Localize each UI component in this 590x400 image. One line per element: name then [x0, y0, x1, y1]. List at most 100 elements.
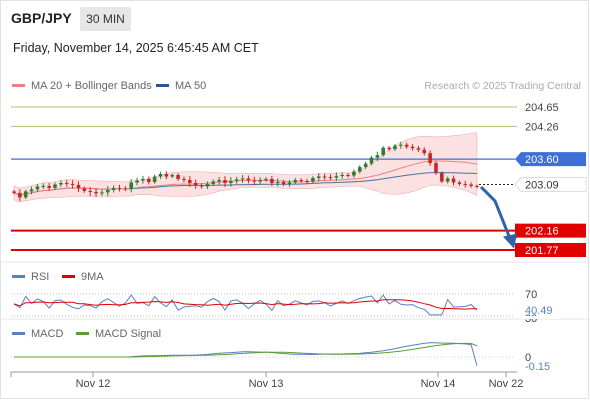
x-tick-label: Nov 13 [249, 378, 284, 390]
rsi-ma-swatch [62, 274, 75, 278]
candle-body [451, 178, 456, 183]
candle-body [457, 182, 462, 184]
candle-body [223, 179, 227, 183]
candle-body [422, 149, 427, 154]
legend-rsi-ma-label: 9MA [81, 271, 104, 283]
candle-body [311, 178, 315, 182]
level-203-60-tag [515, 152, 586, 167]
candle-body [357, 167, 362, 172]
ma20-swatch [12, 83, 25, 87]
legend-macd-signal-label: MACD Signal [95, 328, 162, 340]
candle-body [234, 179, 239, 181]
candle-body [410, 146, 415, 149]
candle-body [135, 180, 139, 183]
candle-body [100, 192, 104, 194]
legend-ma20-bb: MA 20 + Bollinger Bands [12, 80, 152, 92]
candle-body [299, 179, 303, 181]
level-201-77-tag [515, 243, 586, 257]
x-tick-label: Nov 22 [489, 378, 524, 390]
candle-body [41, 185, 46, 187]
candle-body [188, 179, 192, 183]
macd-swatch [12, 331, 25, 335]
candle-body [434, 163, 438, 174]
candle-body [146, 178, 151, 182]
rsi-ma-line [13, 299, 478, 310]
candle-body [129, 182, 134, 189]
legend-macd: MACD [12, 328, 63, 340]
macd-line [14, 342, 478, 367]
candle-body [428, 153, 432, 164]
legend-macd-signal: MACD Signal [76, 328, 161, 340]
bollinger-band [13, 132, 478, 203]
candle-body [258, 179, 262, 182]
legend-rsi: RSI [12, 271, 49, 283]
candle-body [12, 191, 16, 193]
candle-body [111, 187, 116, 190]
candle-body [346, 175, 350, 177]
candle-body [105, 189, 110, 193]
symbol-label[interactable]: GBP/JPY [11, 10, 72, 26]
legend-ma50: MA 50 [156, 80, 206, 92]
candle-body [59, 182, 63, 185]
timeframe-button[interactable]: 30 MIN [80, 7, 131, 31]
candle-body [182, 178, 186, 180]
candle-body [352, 171, 356, 176]
candle-body [387, 147, 391, 150]
candle-body [340, 175, 345, 177]
candle-body [363, 163, 368, 168]
candle-body [205, 183, 210, 187]
candle-body [293, 179, 298, 183]
candle-body [158, 174, 163, 177]
ma50-swatch [156, 83, 169, 87]
candle-body [170, 175, 175, 177]
legend-rsi-label: RSI [31, 271, 50, 283]
rsi-swatch [12, 274, 25, 278]
level-203-09-label: 203.09 [525, 179, 559, 191]
candle-body [76, 184, 81, 189]
macd-zero-label: 0 [525, 352, 531, 364]
legend-ma50-label: MA 50 [175, 80, 207, 92]
candle-body [381, 147, 386, 156]
candle-body [463, 183, 468, 185]
candle-body [246, 178, 251, 181]
rsi-panel-edge [520, 316, 560, 319]
candle-body [305, 180, 309, 182]
candle-body [141, 178, 145, 181]
macd-signal-line [14, 342, 478, 358]
candle-body [281, 181, 286, 184]
candle-body [23, 191, 28, 198]
level-201-77-label: 201.77 [525, 245, 559, 257]
x-tick-label: Nov 12 [76, 378, 111, 390]
rsi-70-label: 70 [525, 289, 537, 301]
timestamp-label: Friday, November 14, 2025 6:45:45 AM CET [13, 41, 259, 55]
candle-body [199, 185, 204, 187]
candle-body [193, 182, 198, 186]
candle-body [375, 155, 380, 158]
candle-body [240, 178, 245, 180]
candle-body [369, 157, 374, 164]
level-202-16-label: 202.16 [525, 226, 559, 238]
candle-body [217, 179, 221, 182]
legend-macd-label: MACD [31, 328, 64, 340]
forecast-arrow-head [503, 233, 517, 249]
x-tick-label: Nov 14 [421, 378, 456, 390]
rsi-value-label: 40.49 [525, 305, 553, 317]
candle-body [35, 186, 40, 190]
candle-body [287, 182, 292, 184]
level-203-09-tag [514, 176, 587, 192]
candle-body [440, 173, 444, 182]
candle-body [123, 188, 128, 190]
candle-body [416, 148, 421, 150]
candle-body [176, 175, 180, 179]
rsi-line [13, 294, 478, 316]
level-204-65-label: 204.65 [525, 102, 559, 114]
candle-body [64, 182, 69, 184]
candle-body [328, 177, 333, 179]
candle-body [334, 176, 339, 178]
candle-body [47, 185, 51, 188]
candle-body [82, 188, 87, 191]
candle-body [117, 187, 122, 189]
candle-body [264, 178, 268, 180]
